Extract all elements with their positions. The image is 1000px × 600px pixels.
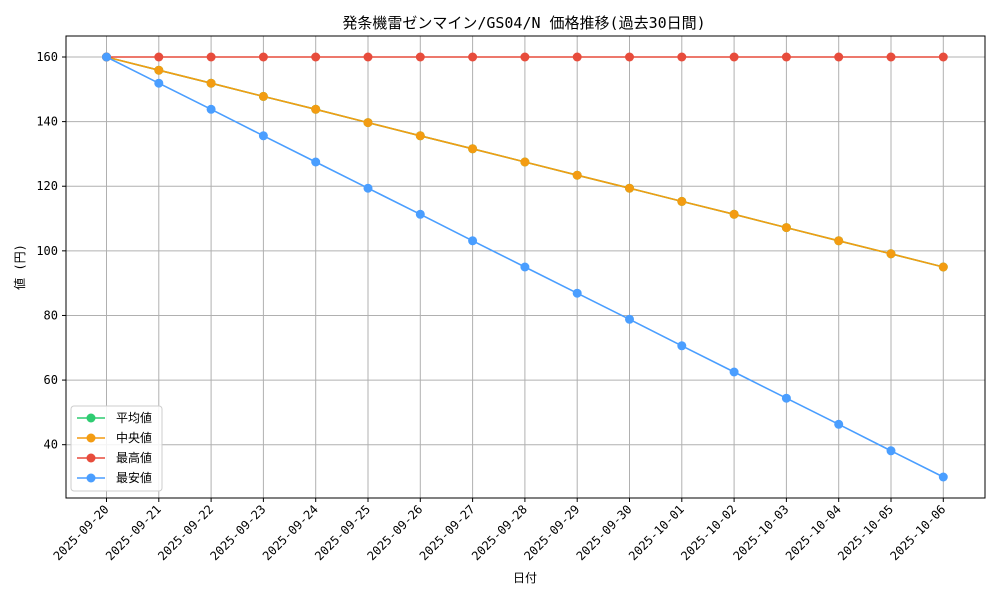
- y-tick-label: 120: [36, 179, 58, 193]
- legend-marker: [86, 433, 96, 443]
- legend-label: 平均値: [116, 410, 152, 425]
- data-point: [520, 262, 530, 272]
- legend-item: 中央値: [77, 430, 152, 445]
- data-point: [206, 78, 216, 88]
- legend-label: 中央値: [116, 430, 152, 445]
- data-point: [572, 288, 582, 298]
- data-point: [834, 419, 844, 429]
- data-point: [729, 367, 739, 377]
- data-point: [886, 249, 896, 259]
- data-point: [834, 236, 844, 246]
- y-tick-label: 160: [36, 50, 58, 64]
- data-point: [781, 393, 791, 403]
- data-point: [834, 52, 844, 62]
- series-layer: [102, 52, 948, 482]
- data-point: [258, 131, 268, 141]
- data-point: [625, 183, 634, 193]
- data-point: [572, 52, 582, 62]
- legend-marker: [86, 413, 96, 423]
- data-point: [886, 446, 896, 456]
- data-point: [311, 52, 321, 62]
- y-tick-label: 40: [44, 438, 58, 452]
- legend-label: 最高値: [116, 450, 152, 465]
- series-3: [102, 52, 948, 62]
- series-4: [102, 52, 948, 482]
- y-axis: 40 60 80 100 120 140 160: [36, 50, 66, 452]
- data-point: [729, 209, 739, 219]
- y-tick-label: 100: [36, 244, 58, 258]
- legend-box: [70, 405, 163, 492]
- data-point: [938, 262, 948, 272]
- data-point: [363, 52, 373, 62]
- data-point: [677, 196, 687, 206]
- data-point: [154, 52, 164, 62]
- legend-item: 最安値: [77, 470, 152, 485]
- data-point: [154, 78, 164, 88]
- data-point: [258, 91, 268, 101]
- data-point: [415, 209, 425, 219]
- data-point: [206, 52, 216, 62]
- y-axis-label: 値 (円): [12, 244, 27, 290]
- legend-label: 最安値: [116, 470, 152, 485]
- chart-title: 発条機雷ゼンマイン/GS04/N 価格推移(過去30日間): [342, 14, 705, 32]
- y-tick-label: 80: [44, 308, 58, 322]
- legend-marker: [86, 473, 96, 483]
- data-point: [886, 52, 896, 62]
- data-point: [311, 104, 321, 114]
- legend-item: 平均値: [77, 410, 152, 425]
- y-tick-label: 60: [44, 373, 58, 387]
- data-point: [938, 472, 948, 482]
- data-point: [468, 52, 478, 62]
- data-point: [729, 52, 739, 62]
- data-point: [572, 170, 582, 180]
- data-point: [677, 52, 687, 62]
- data-point: [781, 52, 791, 62]
- x-axis: 2025-09-202025-09-212025-09-222025-09-23…: [51, 498, 948, 563]
- data-point: [468, 144, 478, 154]
- data-point: [415, 52, 425, 62]
- data-point: [938, 52, 948, 62]
- data-point: [258, 52, 268, 62]
- data-point: [677, 341, 687, 351]
- data-point: [102, 52, 111, 62]
- x-axis-label: 日付: [513, 571, 537, 585]
- data-point: [363, 183, 373, 193]
- data-point: [625, 314, 634, 324]
- data-point: [154, 65, 164, 75]
- data-point: [781, 223, 791, 233]
- data-point: [625, 52, 634, 62]
- series-2: [102, 52, 948, 272]
- y-tick-label: 140: [36, 115, 58, 129]
- data-point: [468, 236, 478, 246]
- data-point: [311, 157, 321, 167]
- data-point: [520, 52, 530, 62]
- legend-item: 最高値: [77, 450, 152, 465]
- data-point: [520, 157, 530, 167]
- plot-frame: [65, 35, 986, 499]
- data-point: [415, 131, 425, 141]
- legend-marker: [86, 453, 96, 463]
- data-point: [363, 118, 373, 128]
- data-point: [206, 104, 216, 114]
- x-tick-label: 2025-10-06: [887, 502, 948, 563]
